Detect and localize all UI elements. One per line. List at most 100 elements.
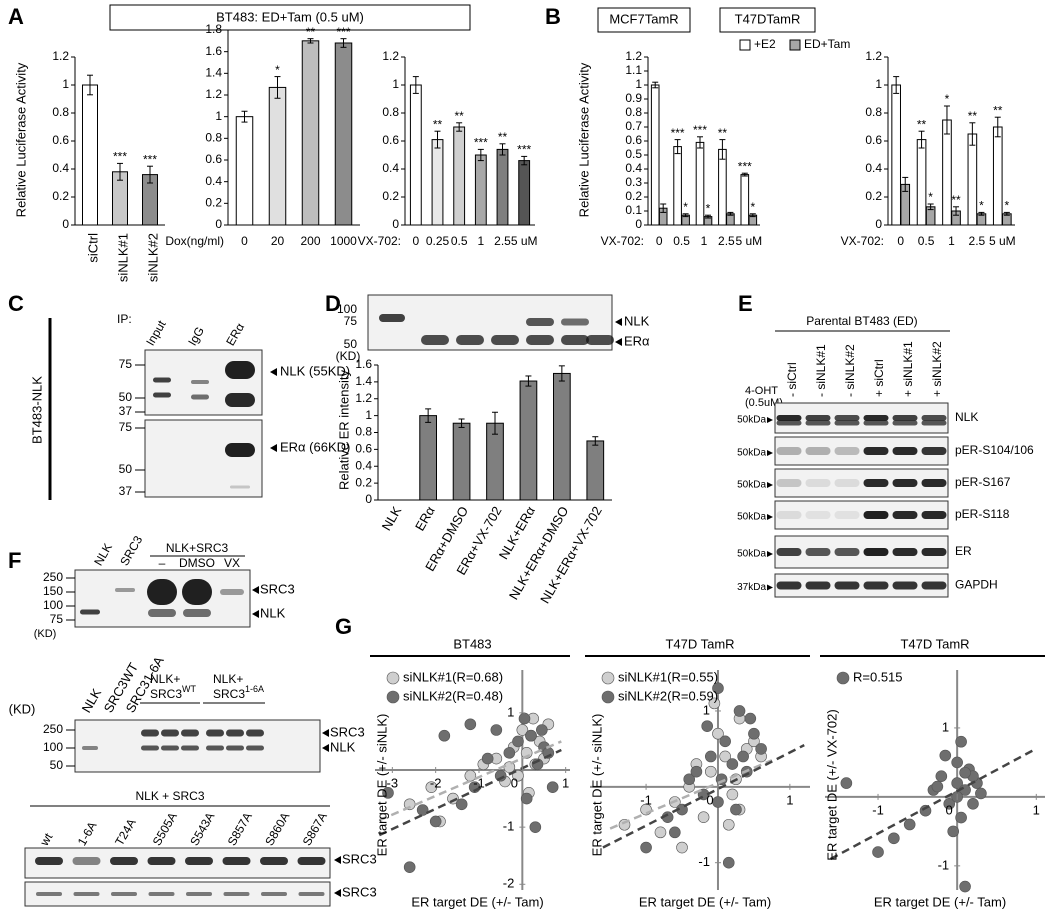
- blot-band: [805, 479, 831, 487]
- error-bar: [458, 418, 465, 428]
- blot-band: [298, 892, 325, 896]
- ladder-label: 75: [344, 314, 358, 328]
- bar: [967, 133, 978, 226]
- fit-line: [609, 759, 773, 830]
- point: [755, 743, 767, 755]
- point: [712, 682, 724, 695]
- y-tick-label: 1.4: [355, 374, 372, 388]
- blot-band: [561, 318, 589, 326]
- legend-marker: [601, 690, 615, 704]
- blot-band: [892, 511, 918, 519]
- y-tick-label: 1.2: [52, 49, 69, 63]
- legend-marker: [386, 690, 400, 704]
- y-tick-label: 0.2: [355, 475, 372, 489]
- row-label: pER-S167: [955, 475, 1011, 489]
- y-tick-label: 1.2: [355, 391, 372, 405]
- blot-band: [921, 479, 947, 487]
- band-label: NLK (55KD): [280, 363, 350, 378]
- blot-band: [776, 447, 802, 455]
- y-tick-label: 0.4: [865, 161, 882, 175]
- marker-label: 37kDa: [737, 582, 766, 593]
- blot-band: [863, 479, 889, 487]
- ip-label: IP:: [117, 312, 132, 326]
- point: [951, 756, 963, 769]
- header: BT483: ED+Tam (0.5 uM): [216, 9, 364, 24]
- error-bar: [425, 408, 432, 423]
- y-tick-label: 1.1: [625, 63, 642, 77]
- point: [669, 826, 681, 839]
- unit-label: (KD): [336, 349, 361, 363]
- error-bar: [340, 38, 347, 48]
- point: [715, 773, 728, 786]
- point: [536, 724, 548, 736]
- blot-band: [147, 857, 176, 865]
- point: [464, 718, 477, 731]
- lane-label: - siCtrl: [785, 362, 799, 397]
- lane-label: + siCtrl: [872, 359, 886, 397]
- x-axis-label: VX-702:: [601, 234, 644, 248]
- point: [955, 811, 967, 824]
- arrowhead: [615, 318, 622, 326]
- blot-band: [776, 511, 802, 519]
- significance: *: [275, 63, 280, 77]
- blot-band: [921, 415, 947, 421]
- y-tick-label: 0.2: [382, 189, 399, 203]
- point: [425, 781, 438, 793]
- legend-label: siNLK#1(R=0.68): [403, 669, 503, 684]
- marker-arrow: [767, 514, 773, 520]
- group-label: NLK+: [213, 672, 243, 686]
- band-label: NLK: [260, 605, 286, 620]
- blot-band: [561, 335, 589, 345]
- legend-label: R=0.515: [853, 669, 903, 684]
- group-label: NLK+SRC3: [166, 541, 229, 555]
- point: [744, 712, 757, 725]
- point: [903, 818, 916, 831]
- blot-band: [892, 548, 918, 556]
- y-tick-label: 0.4: [382, 161, 399, 175]
- legend-marker: [739, 39, 751, 51]
- legend-label: ED+Tam: [804, 37, 850, 51]
- error-bar: [456, 122, 463, 132]
- bar: [916, 139, 927, 226]
- bar: [82, 84, 98, 226]
- point: [640, 841, 652, 854]
- blot-band: [246, 729, 264, 737]
- blot-band: [805, 548, 831, 556]
- error-bar: [521, 155, 528, 166]
- point: [512, 769, 524, 782]
- blot-band: [225, 443, 255, 457]
- blot-band: [491, 335, 519, 345]
- arrowhead: [252, 610, 259, 618]
- x-tick-label: 1: [562, 775, 569, 790]
- x-tick-label: 0.5: [451, 234, 468, 248]
- x-tick-label: 0: [511, 775, 518, 790]
- point: [931, 780, 944, 793]
- y-tick-label: 0.4: [355, 458, 372, 472]
- panel-title: T47D TamR: [665, 636, 734, 651]
- x-tick-label: 2.5: [969, 234, 986, 248]
- blot-band: [80, 609, 100, 615]
- x-tick-label: 200: [300, 234, 320, 248]
- point: [955, 735, 967, 748]
- significance: *: [750, 200, 755, 214]
- blot-band: [863, 447, 889, 455]
- panel-letter: B: [545, 4, 561, 29]
- row-label: NLK: [955, 410, 978, 424]
- x-tick-label: 5 uM: [511, 234, 538, 248]
- significance: ***: [671, 126, 685, 140]
- bar: [673, 146, 682, 226]
- point: [708, 697, 721, 710]
- arrowhead: [615, 338, 622, 346]
- blot-band: [35, 857, 63, 865]
- panel-letter: C: [8, 291, 24, 316]
- bar: [718, 148, 727, 226]
- bar: [740, 174, 750, 226]
- point: [520, 792, 533, 805]
- point: [676, 841, 688, 854]
- band-label: NLK: [624, 313, 650, 328]
- error-bar: [918, 130, 925, 149]
- blot-band: [776, 420, 802, 426]
- lane-label: DMSO: [179, 556, 215, 570]
- blot-band: [222, 857, 251, 865]
- treatment-label: 4-OHT: [745, 385, 778, 397]
